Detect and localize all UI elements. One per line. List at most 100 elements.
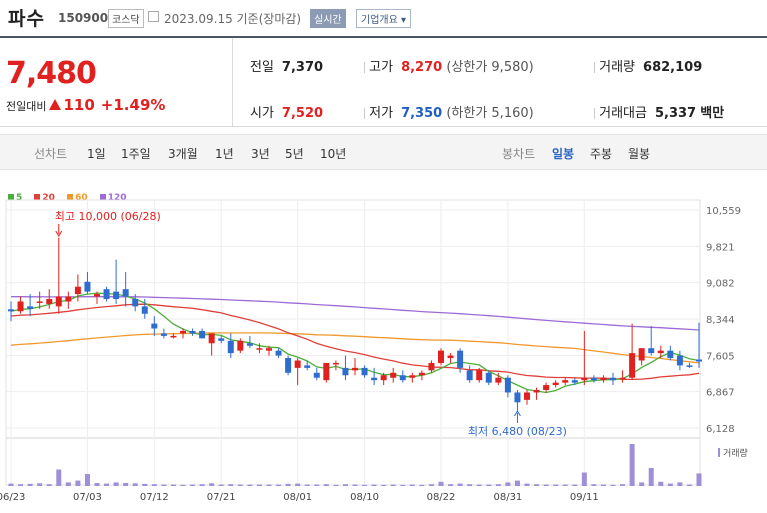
candle-chart-label: 봉차트	[502, 147, 536, 161]
x-tick-label: 09/11	[570, 492, 599, 503]
candle-body	[46, 299, 53, 304]
volume-bar	[247, 484, 253, 486]
candle-body	[256, 348, 263, 350]
candle-body	[94, 294, 100, 297]
candle-body	[667, 350, 674, 359]
candle-body	[514, 392, 521, 403]
volume-bar	[486, 484, 492, 486]
low-price: 저가 7,350 (하한가 5,160)	[364, 102, 534, 121]
volume-bar	[228, 484, 234, 486]
tab-1-week[interactable]: 1주일	[121, 147, 151, 161]
volume-bar	[610, 484, 616, 486]
volume-bar	[534, 484, 540, 486]
x-tick-label: 08/10	[350, 492, 379, 503]
volume-bar	[285, 483, 291, 486]
candle-body	[476, 370, 483, 381]
high-price: 고가 8,270 (상한가 9,580)	[364, 56, 534, 75]
candle-body	[342, 367, 349, 376]
volume-bar	[352, 484, 358, 486]
max-annotation: 최고 10,000 (06/28)	[55, 210, 161, 223]
realtime-button[interactable]: 실시간	[310, 9, 346, 28]
volume-bar	[419, 484, 425, 486]
calendar-icon[interactable]	[148, 11, 159, 22]
y-tick-label: 9,082	[706, 279, 735, 290]
candle-body	[447, 355, 454, 359]
tab-10-years[interactable]: 10년	[320, 147, 347, 161]
volume-bar	[620, 484, 626, 486]
candle-body	[74, 286, 81, 295]
candle-body	[657, 350, 664, 354]
x-tick-label: 07/03	[73, 492, 102, 503]
candle-body	[55, 296, 62, 307]
candle-body	[323, 362, 330, 381]
volume-bar	[658, 481, 664, 486]
candle-body	[390, 372, 397, 378]
candle-body	[313, 372, 320, 378]
candle-body	[600, 377, 607, 381]
candle-body	[371, 377, 378, 381]
candle-body	[65, 296, 72, 302]
tab-monthly[interactable]: 월봉	[628, 147, 651, 161]
candle-body	[199, 330, 206, 339]
volume-bar	[8, 483, 14, 486]
volume-bar	[342, 484, 348, 486]
volume-bar	[629, 444, 635, 486]
volume-bar	[209, 483, 215, 486]
quote-panel: 7,480 전일대비 110 +1.49% 전일 7,370 시가 7,520 고가 8,…	[0, 38, 767, 127]
tab-daily[interactable]: 일봉	[552, 147, 575, 161]
volume-bar	[696, 473, 702, 486]
legend-ma60: 60	[67, 193, 88, 203]
candle-body	[160, 333, 167, 336]
header-divider	[0, 36, 767, 38]
volume-bar	[381, 484, 387, 486]
volume-bar	[142, 483, 148, 486]
candle-body	[696, 359, 702, 362]
divider	[232, 38, 233, 126]
volume-label: 거래량	[723, 447, 748, 459]
candle-body	[648, 348, 655, 354]
volume-bar	[104, 483, 110, 486]
volume-bar	[686, 484, 692, 486]
stock-header: 파수 150900 코스닥 2023.09.15 기준(장마감) 실시간 기업개…	[0, 0, 767, 36]
candle-body	[418, 372, 425, 376]
max-arrow-head	[55, 230, 63, 237]
volume-bar	[371, 484, 377, 486]
tab-3-years[interactable]: 3년	[251, 147, 270, 161]
volume-bar	[132, 483, 138, 486]
tab-3-months[interactable]: 3개월	[168, 147, 198, 161]
candle-body	[590, 377, 597, 381]
volume-bar	[123, 483, 129, 486]
candle-body	[218, 338, 225, 341]
tab-5-years[interactable]: 5년	[285, 147, 304, 161]
candle-body	[132, 299, 139, 307]
price-change: 전일대비 110 +1.49%	[6, 96, 165, 114]
date-text: 2023.09.15 기준(장마감)	[164, 12, 302, 26]
candle-body	[189, 330, 196, 334]
market-badge: 코스닥	[108, 9, 144, 28]
volume-bar	[27, 483, 33, 486]
volume-bar	[75, 480, 81, 486]
candle-body	[332, 362, 339, 365]
candle-body	[151, 323, 158, 329]
tab-1-year[interactable]: 1년	[215, 147, 234, 161]
prev-close: 전일 7,370	[250, 60, 324, 75]
tab-1-day[interactable]: 1일	[87, 147, 106, 161]
legend-ma5: 5	[8, 193, 22, 203]
y-tick-label: 9,821	[706, 242, 735, 253]
volume-bar	[562, 484, 568, 486]
tab-weekly[interactable]: 주봉	[590, 147, 613, 161]
change-value: 110	[63, 96, 95, 114]
y-tick-label: 8,344	[706, 315, 735, 326]
candle-body	[380, 375, 387, 381]
min-arrow-head	[514, 410, 521, 417]
volume-bar	[151, 484, 157, 486]
company-overview-button[interactable]: 기업개요 ▾	[356, 9, 411, 28]
volume-bar	[190, 484, 196, 486]
volume-bar	[505, 482, 511, 486]
candle-body	[8, 309, 14, 312]
legend-ma120: 120	[99, 193, 127, 203]
volume-bar	[180, 484, 186, 486]
volume-bar	[314, 484, 320, 486]
volume-bar	[639, 482, 645, 486]
